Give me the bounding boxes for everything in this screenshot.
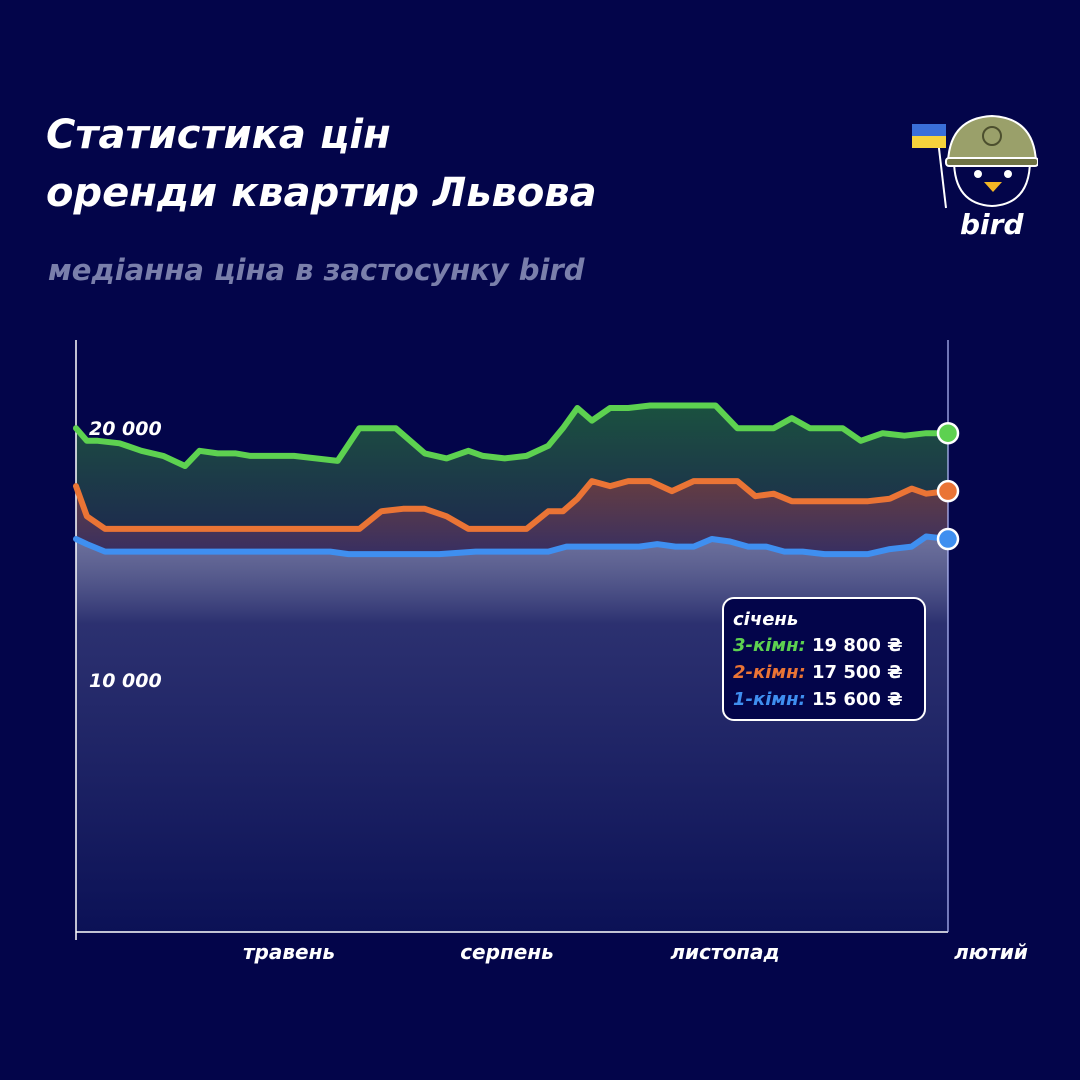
end-marker-three-room: [936, 421, 960, 445]
bird-logo-icon: [912, 114, 1038, 209]
callout-month: січень: [733, 609, 799, 630]
chart-title-line-2: оренди квартир Львова: [46, 170, 597, 216]
callout-row-two-room: 2-кімн: 17 500 ₴: [733, 659, 924, 686]
logo-text: bird: [960, 208, 1024, 241]
series-line-three-room: [73, 402, 951, 469]
chart-title: Статистика цін оренди квартир Львова: [46, 106, 597, 222]
callout-box: січень 3-кімн: 19 800 ₴ 2-кімн: 17 500 ₴…: [722, 597, 926, 721]
x-tick-label: травень: [243, 940, 335, 964]
callout-value: 15 600 ₴: [812, 689, 903, 710]
end-marker-one-room: [936, 527, 960, 551]
callout-row-three-room: 3-кімн: 19 800 ₴: [733, 632, 924, 659]
series-line-one-room: [73, 533, 951, 558]
callout-label: 2-кімн:: [733, 662, 806, 683]
chart-title-line-1: Статистика цін: [46, 112, 391, 158]
x-tick-label: серпень: [460, 940, 554, 964]
callout-label: 1-кімн:: [733, 689, 806, 710]
area-three-room: [76, 405, 948, 529]
callout-row-one-room: 1-кімн: 15 600 ₴: [733, 686, 924, 713]
y-tick-label: 10 000: [89, 670, 162, 692]
chart-subtitle: медіанна ціна в застосунку bird: [48, 253, 585, 287]
callout-value: 19 800 ₴: [812, 635, 903, 656]
area-two-room: [76, 481, 948, 555]
end-marker-two-room: [936, 479, 960, 503]
x-tick-label: лютий: [954, 940, 1028, 964]
series-line-two-room: [73, 478, 951, 532]
callout-value: 17 500 ₴: [812, 662, 903, 683]
area-one-room: [76, 536, 948, 932]
y-tick-label: 20 000: [89, 418, 162, 440]
x-tick-label: листопад: [670, 940, 779, 964]
callout-label: 3-кімн:: [733, 635, 806, 656]
